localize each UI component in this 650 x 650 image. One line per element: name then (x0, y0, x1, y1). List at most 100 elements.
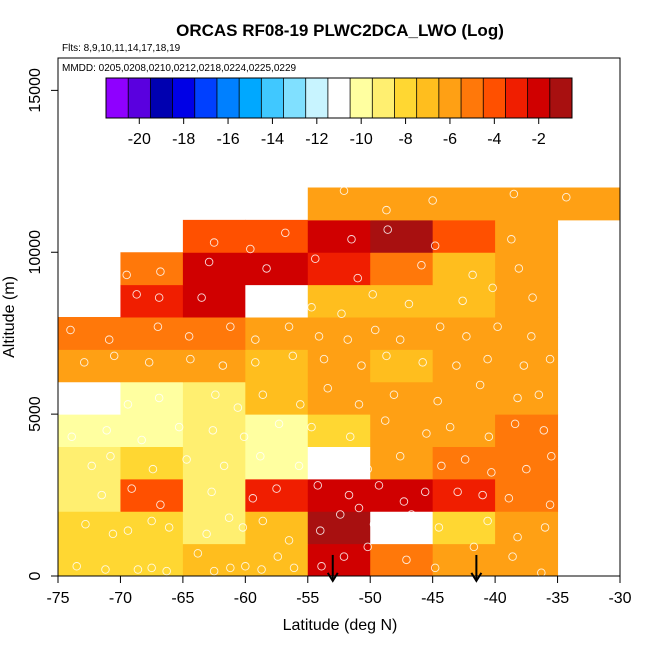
sample-point (127, 484, 136, 493)
sample-point (288, 351, 298, 361)
sample-point (540, 523, 550, 532)
heatmap-cell (307, 414, 371, 447)
sample-point (164, 523, 174, 532)
sample-point (239, 432, 249, 442)
sample-point (319, 354, 329, 364)
sample-point (369, 519, 379, 529)
sample-point (197, 293, 206, 302)
heatmap-cell (182, 219, 246, 253)
x-tick-label: -30 (608, 590, 631, 607)
sample-point (182, 455, 191, 464)
sample-point (258, 516, 268, 526)
sample-point (462, 332, 471, 341)
colorbar-swatch (283, 78, 307, 118)
sample-point (357, 361, 366, 370)
sample-point (430, 241, 440, 251)
sample-point (274, 419, 284, 429)
x-tick-label: -50 (359, 590, 382, 607)
sample-point (123, 526, 133, 535)
colorbar-swatch (527, 78, 551, 118)
heatmap-cell (182, 317, 246, 350)
plot-frame (57, 57, 621, 577)
sample-point (527, 332, 536, 341)
heatmap-cell (495, 478, 559, 512)
heatmap-cell (182, 543, 246, 577)
sample-point (345, 432, 355, 442)
sample-point (537, 568, 546, 578)
sample-point (154, 393, 164, 403)
sample-point (233, 403, 243, 412)
sample-point (509, 189, 519, 199)
sample-point (430, 563, 440, 573)
sample-point (317, 562, 326, 571)
heatmap-cell (307, 252, 371, 286)
heatmap-cell (495, 252, 559, 286)
x-axis: -75 -70 -65 -60 -55 -50 -45 -40 -35 -30 (46, 576, 632, 607)
y-tick-label: 5000 (27, 396, 44, 432)
sample-point (545, 354, 555, 364)
heatmap-cell (307, 317, 371, 350)
heatmap-cell (495, 284, 559, 318)
sample-point (507, 235, 516, 244)
colorbar-tick-label: -2 (532, 131, 546, 148)
sample-point (307, 303, 316, 312)
colorbar-tick-label: -4 (487, 131, 501, 148)
heatmap-cell (307, 543, 371, 577)
sample-point (184, 332, 194, 341)
chart-title: ORCAS RF08-19 PLWC2DCA_LWO (Log) (176, 21, 504, 40)
y-axis: 0 5000 10000 15000 (27, 68, 58, 580)
sample-point (395, 451, 405, 461)
sample-point (248, 494, 258, 503)
colorbar-swatch (106, 78, 129, 118)
heatmap-cell (432, 381, 496, 415)
sample-point (339, 186, 349, 195)
colorbar-swatch (194, 78, 218, 118)
sample-point (137, 435, 146, 445)
heatmap-cell (120, 349, 184, 383)
sample-point (545, 500, 555, 510)
sample-point (354, 503, 364, 513)
sample-point (209, 566, 219, 576)
sample-point (289, 563, 299, 573)
sample-point (508, 552, 517, 561)
sample-point (153, 322, 163, 331)
heatmap-cell (307, 446, 371, 480)
sample-point (382, 205, 391, 215)
heatmap-cell (495, 543, 559, 577)
colorbar-swatch (416, 78, 440, 118)
sample-point (428, 196, 437, 205)
heatmap-cell (245, 219, 309, 253)
sample-point (433, 396, 442, 406)
sample-point (488, 283, 497, 293)
heatmap-cell (432, 284, 496, 318)
sample-point (313, 481, 323, 490)
sample-point (407, 510, 416, 519)
sample-point (72, 562, 81, 571)
sample-point (493, 322, 502, 331)
heatmap-cell (370, 511, 434, 545)
sample-point (528, 293, 537, 302)
heatmap-cell (495, 317, 559, 350)
heatmap-cell (58, 543, 121, 577)
colorbar-swatch (216, 78, 240, 118)
heatmap-cell (370, 381, 434, 415)
heatmap-cell (370, 219, 434, 253)
sample-point (284, 536, 294, 545)
sample-point (97, 490, 106, 500)
sample-point (458, 296, 467, 306)
sample-point (174, 422, 184, 432)
sample-point (147, 563, 156, 573)
sample-point (468, 270, 477, 280)
sample-point (122, 270, 131, 280)
sample-point (343, 335, 352, 344)
sample-point (101, 565, 110, 574)
heatmap-cell (120, 317, 184, 350)
heatmap-cell (307, 284, 371, 318)
sample-point (104, 335, 114, 344)
sample-point (226, 322, 235, 331)
sample-point (434, 523, 444, 532)
flights-text: Flts: 8,9,10,11,14,17,18,19 (62, 43, 181, 54)
sample-point (487, 468, 496, 477)
x-tick-label: -75 (46, 590, 69, 607)
heatmap-cell (432, 414, 496, 447)
